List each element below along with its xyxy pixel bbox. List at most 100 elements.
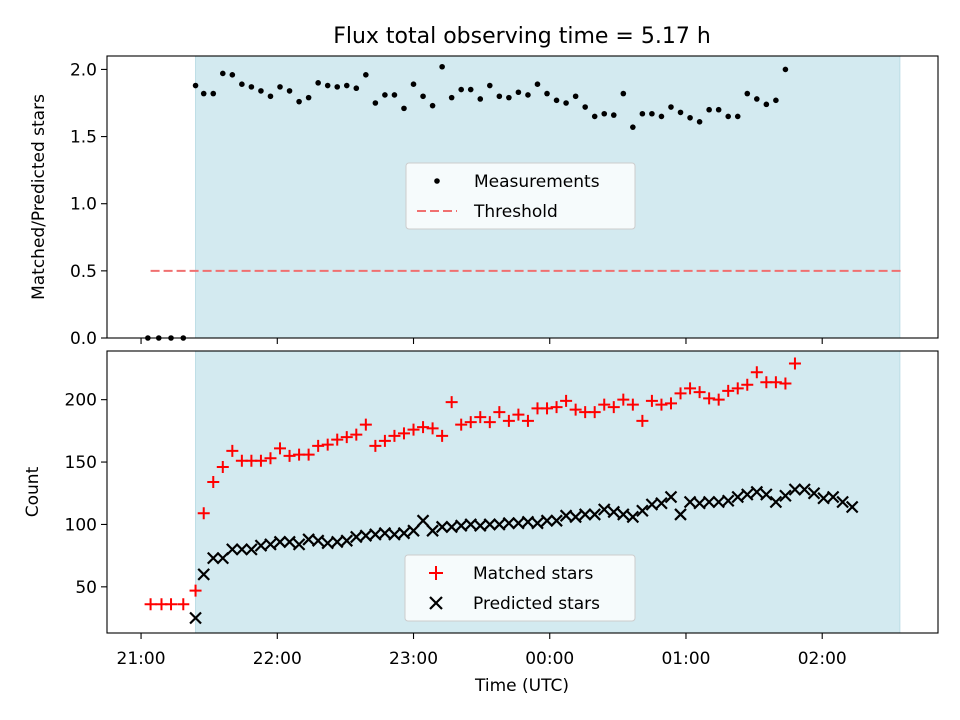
predicted-stars-point — [283, 535, 296, 549]
measurements-point — [591, 113, 598, 120]
predicted-stars-point — [189, 611, 202, 625]
y-tick-label: 1.0 — [70, 195, 97, 215]
matched-stars-point — [274, 442, 287, 455]
x-tick-label: 22:00 — [253, 649, 302, 669]
predicted-stars-point — [578, 508, 592, 521]
predicted-stars-point — [540, 514, 554, 527]
matched-stars-point — [226, 444, 239, 457]
matched-stars-point — [617, 393, 630, 406]
predicted-stars-point — [435, 520, 449, 534]
predicted-stars-point — [226, 543, 239, 556]
matched-stars-point — [165, 598, 178, 611]
measurements-point — [305, 94, 312, 101]
measurements-point — [353, 85, 360, 92]
measurements-point — [620, 90, 627, 97]
matched-stars-point — [560, 394, 573, 407]
matched-stars-point — [302, 448, 315, 461]
matched-stars-point — [331, 433, 344, 446]
predicted-stars-point — [655, 496, 668, 510]
legend-count: Matched stars Predicted stars — [404, 554, 636, 622]
matched-stars-point — [474, 411, 487, 424]
predicted-stars-point — [550, 514, 563, 527]
matched-stars-point — [197, 507, 210, 520]
predicted-stars-point — [836, 495, 849, 509]
predicted-stars-point — [741, 488, 754, 501]
y-tick-label: 100 — [65, 515, 97, 535]
measurements-point — [248, 84, 255, 90]
measurements-point — [525, 92, 531, 98]
predicted-stars-point — [416, 514, 430, 527]
measurements-point — [277, 84, 283, 90]
predicted-stars-point — [292, 538, 306, 551]
predicted-stars-point — [626, 510, 640, 524]
predicted-stars-point — [407, 524, 420, 537]
matched-stars-point — [264, 452, 277, 465]
measurements-point — [496, 93, 503, 100]
measurements-point — [239, 81, 245, 87]
matched-stars-point — [512, 408, 525, 421]
predicted-stars-point — [721, 494, 735, 508]
matched-stars-point — [626, 398, 639, 411]
matched-stars-point — [722, 384, 735, 397]
predicted-stars-point — [569, 510, 582, 524]
measurements-point — [429, 102, 436, 109]
x-tick-label: 21:00 — [117, 649, 166, 669]
measurements-point — [782, 66, 789, 73]
legend-matched-marker — [429, 566, 443, 580]
y-tick-label: 50 — [75, 578, 97, 598]
ratio-panel: 0.00.51.01.52.0 Matched/Predicted stars … — [29, 55, 939, 349]
x-axis-label: Time (UTC) — [474, 676, 569, 696]
measurements-point — [363, 72, 369, 78]
legend-matched-label: Matched stars — [473, 564, 593, 584]
matched-stars-point — [388, 429, 401, 442]
matched-stars-point — [569, 403, 582, 416]
measurements-point — [286, 88, 293, 94]
x-tick-label: 01:00 — [661, 649, 710, 669]
measurements-point — [487, 82, 493, 89]
legend-count-box — [404, 554, 636, 622]
matched-stars-point — [607, 401, 620, 414]
matched-stars-point — [493, 406, 506, 419]
measurements-point — [773, 97, 779, 104]
y-tick-label: 1.5 — [70, 128, 97, 148]
matched-stars-point — [741, 378, 754, 391]
predicted-stars-point — [311, 534, 325, 547]
measurements-point — [229, 72, 236, 78]
measurements-point — [296, 98, 302, 105]
matched-stars-point — [483, 416, 496, 429]
matched-stars-point — [788, 357, 801, 370]
measurements-point — [706, 106, 712, 113]
matched-stars-point — [684, 382, 697, 395]
predicted-stars-point — [779, 489, 792, 503]
measurements-point — [219, 70, 226, 77]
y-axis-label-ratio: Matched/Predicted stars — [29, 94, 49, 300]
measurements-point — [601, 110, 608, 117]
measurements-point — [668, 104, 674, 110]
matched-stars-point — [464, 416, 477, 429]
legend-predicted-marker — [429, 596, 443, 610]
predicted-stars-point — [731, 490, 745, 504]
matched-stars-point — [350, 428, 363, 441]
predicted-stars-point — [826, 490, 840, 504]
predicted-stars-point — [845, 500, 859, 514]
measurements-point — [343, 82, 350, 89]
predicted-stars-point — [807, 486, 821, 500]
measurements-point — [372, 100, 379, 106]
matched-stars-point — [397, 427, 410, 440]
y-tick-label: 200 — [65, 391, 97, 411]
measurements-point — [639, 110, 646, 117]
matched-stars-point — [541, 402, 554, 415]
predicted-stars-point — [750, 485, 764, 499]
measurements-point — [754, 96, 760, 102]
measurements-point — [401, 105, 407, 112]
predicted-stars-point — [597, 503, 611, 516]
measurements-point — [763, 101, 770, 108]
x-tick-label: 00:00 — [525, 649, 574, 669]
measurements-point — [658, 113, 665, 120]
matched-stars-point — [254, 454, 267, 467]
y-tick-label: 2.0 — [70, 60, 97, 80]
predicted-stars-point — [636, 504, 649, 517]
count-panel-frame — [106, 350, 939, 634]
matched-stars-point — [731, 382, 744, 395]
y-axis-label-count: Count — [23, 466, 43, 517]
